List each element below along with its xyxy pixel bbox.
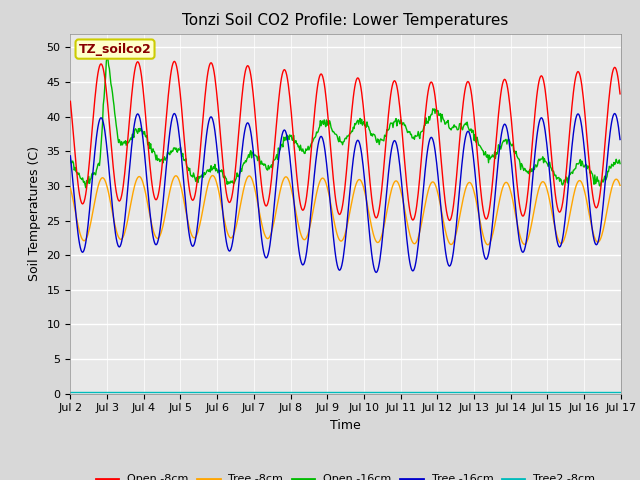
Text: TZ_soilco2: TZ_soilco2 [79, 43, 152, 56]
X-axis label: Time: Time [330, 419, 361, 432]
Title: Tonzi Soil CO2 Profile: Lower Temperatures: Tonzi Soil CO2 Profile: Lower Temperatur… [182, 13, 509, 28]
Legend: Open -8cm, Tree -8cm, Open -16cm, Tree -16cm, Tree2 -8cm: Open -8cm, Tree -8cm, Open -16cm, Tree -… [92, 470, 600, 480]
Y-axis label: Soil Temperatures (C): Soil Temperatures (C) [28, 146, 41, 281]
